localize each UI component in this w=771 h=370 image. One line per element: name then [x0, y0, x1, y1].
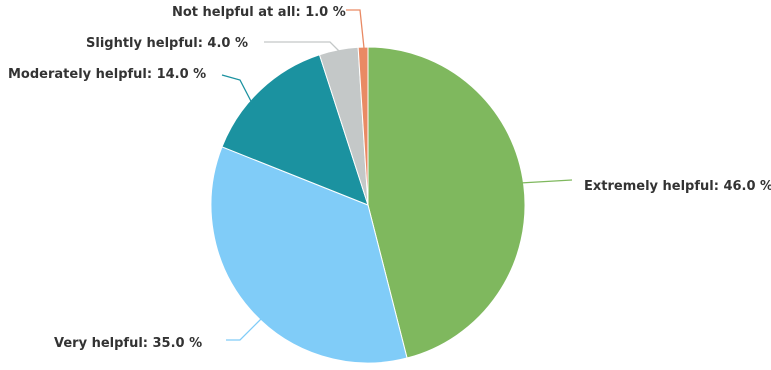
pie-slice-extremely-helpful	[367, 46, 526, 359]
slice-label-very-helpful: Very helpful: 35.0 %	[54, 336, 202, 351]
connector-extremely-helpful	[519, 179, 573, 184]
connector-slightly-helpful	[264, 41, 341, 53]
slice-label-slightly-helpful: Slightly helpful: 4.0 %	[86, 36, 248, 51]
connector-moderately-helpful	[221, 74, 255, 108]
pie-slices	[210, 46, 526, 364]
connector-very-helpful	[226, 317, 263, 341]
label-connectors	[221, 9, 573, 341]
connector-not-helpful-at-all	[346, 9, 365, 49]
pie-slice-not-helpful-at-all	[357, 46, 369, 206]
pie-slice-very-helpful	[210, 146, 408, 364]
slice-label-extremely-helpful: Extremely helpful: 46.0 %	[584, 179, 771, 194]
slice-label-not-helpful-at-all: Not helpful at all: 1.0 %	[172, 5, 346, 20]
slice-labels: Extremely helpful: 46.0 % Very helpful: 3…	[8, 5, 771, 351]
slice-label-moderately-helpful: Moderately helpful: 14.0 %	[8, 67, 206, 82]
